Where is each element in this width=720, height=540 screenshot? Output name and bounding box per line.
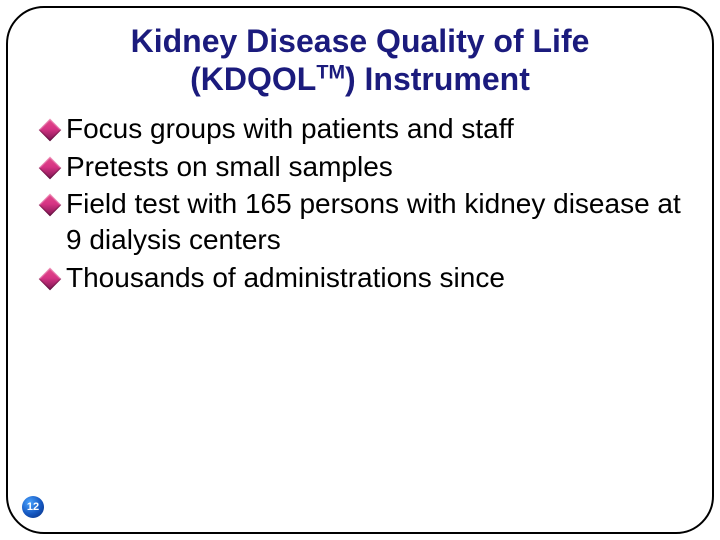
diamond-bullet-icon: [39, 194, 62, 217]
list-item: Thousands of administrations since: [42, 260, 688, 296]
diamond-bullet-icon: [39, 156, 62, 179]
diamond-bullet-icon: [39, 118, 62, 141]
slide-number-badge: 12: [22, 496, 44, 518]
slide-frame: Kidney Disease Quality of Life (KDQOLTM)…: [6, 6, 714, 534]
bullet-text: Pretests on small samples: [66, 149, 688, 185]
title-line2-pre: (KDQOL: [190, 61, 316, 97]
slide-title: Kidney Disease Quality of Life (KDQOLTM)…: [32, 22, 688, 99]
title-line2-post: ) Instrument: [345, 61, 530, 97]
title-line1: Kidney Disease Quality of Life: [131, 23, 590, 59]
bullet-text: Thousands of administrations since: [66, 260, 688, 296]
list-item: Pretests on small samples: [42, 149, 688, 185]
bullet-text: Field test with 165 persons with kidney …: [66, 186, 688, 258]
title-superscript: TM: [316, 62, 345, 84]
diamond-bullet-icon: [39, 268, 62, 291]
bullet-list: Focus groups with patients and staff Pre…: [32, 111, 688, 296]
list-item: Focus groups with patients and staff: [42, 111, 688, 147]
list-item: Field test with 165 persons with kidney …: [42, 186, 688, 258]
slide-number-text: 12: [27, 501, 39, 513]
bullet-text: Focus groups with patients and staff: [66, 111, 688, 147]
